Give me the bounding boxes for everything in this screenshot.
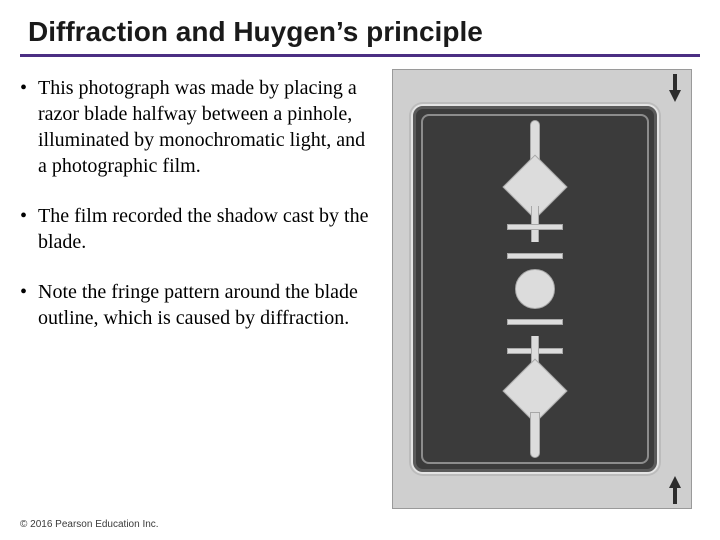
- text-column: • This photograph was made by placing a …: [20, 65, 372, 509]
- arrow-up-icon: [669, 476, 681, 488]
- slide: Diffraction and Huygen’s principle • Thi…: [0, 0, 720, 540]
- bullet-text: This photograph was made by placing a ra…: [38, 75, 372, 179]
- blade-outline: [411, 104, 659, 474]
- bullet-item: • This photograph was made by placing a …: [20, 75, 372, 179]
- razor-blade-photo: [392, 69, 692, 509]
- title-underline: [20, 54, 700, 57]
- copyright-text: © 2016 Pearson Education Inc.: [20, 519, 159, 530]
- bullet-dot-icon: •: [20, 203, 38, 255]
- blade-cutout: [515, 269, 555, 309]
- blade-cutout: [507, 224, 563, 230]
- blade-cutout: [507, 253, 563, 259]
- arrow-up-icon: [673, 488, 677, 504]
- slide-body: • This photograph was made by placing a …: [20, 65, 700, 509]
- bullet-dot-icon: •: [20, 279, 38, 331]
- slide-title: Diffraction and Huygen’s principle: [20, 12, 700, 54]
- bullet-text: The film recorded the shadow cast by the…: [38, 203, 372, 255]
- bullet-dot-icon: •: [20, 75, 38, 179]
- arrow-down-icon: [669, 90, 681, 102]
- arrow-down-icon: [673, 74, 677, 90]
- bullet-text: Note the fringe pattern around the blade…: [38, 279, 372, 331]
- blade-cutout: [507, 319, 563, 325]
- bullet-item: • Note the fringe pattern around the bla…: [20, 279, 372, 331]
- blade-cutout: [530, 412, 540, 458]
- figure-column: [384, 65, 700, 509]
- bullet-item: • The film recorded the shadow cast by t…: [20, 203, 372, 255]
